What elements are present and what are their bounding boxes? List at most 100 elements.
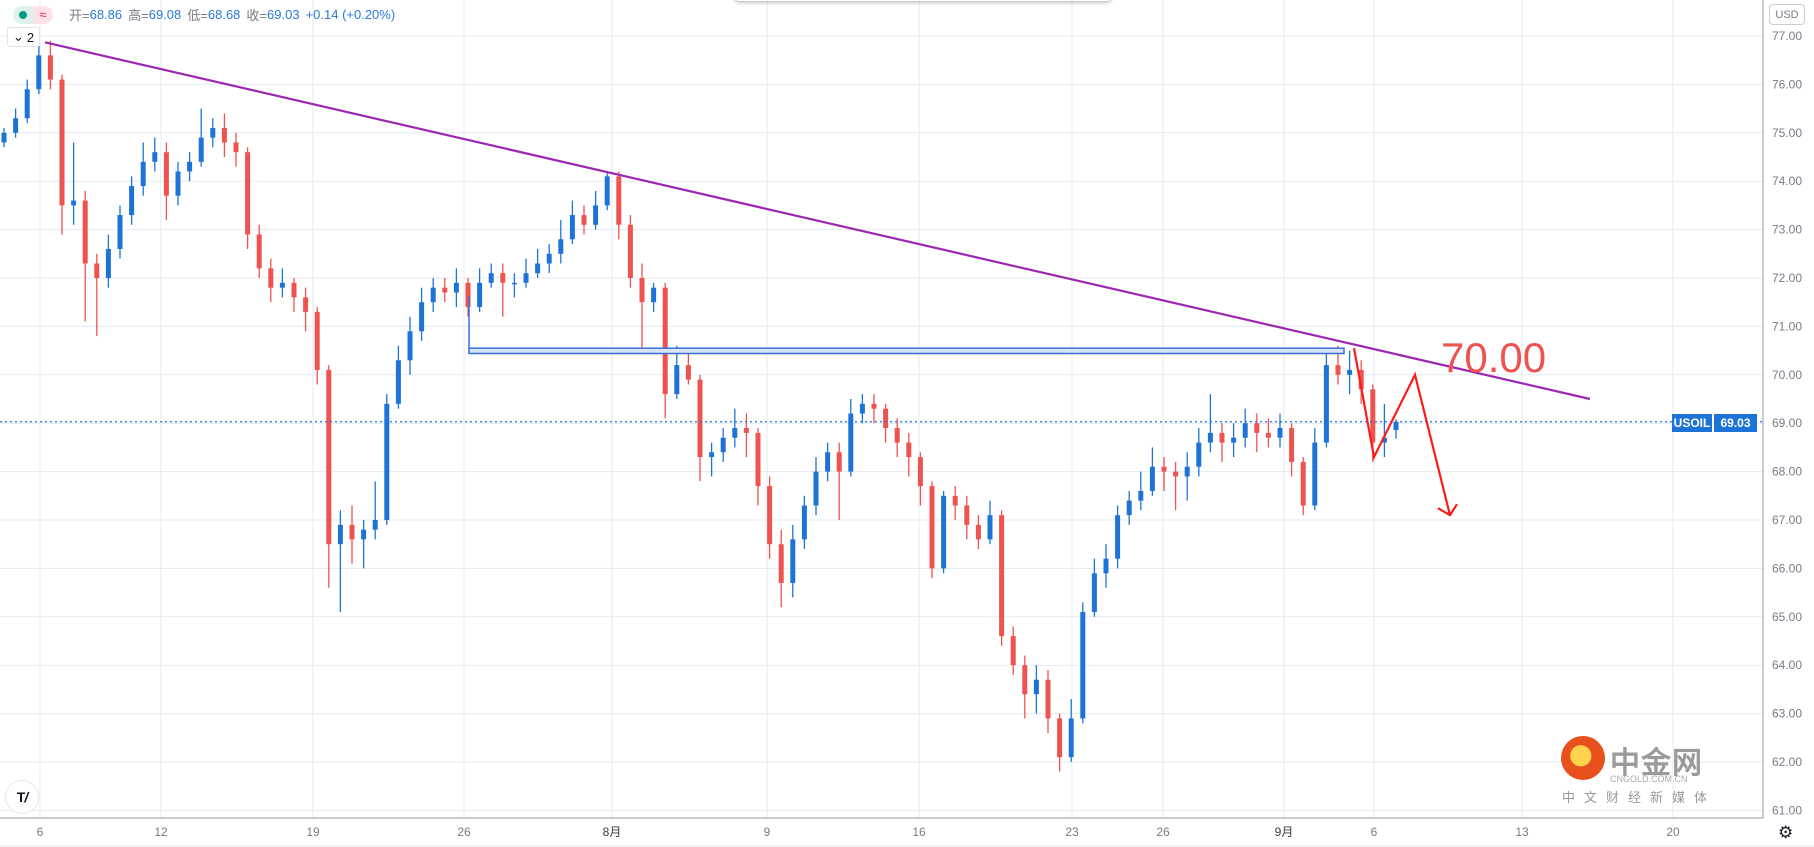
- time-tick-label: 12: [154, 825, 168, 839]
- candle: [790, 524, 796, 598]
- price-axis[interactable]: 77.00 76.00 75.00 74.00 73.00 72.00 71.00 70.00…: [1772, 29, 1802, 817]
- candle: [82, 190, 88, 322]
- candle-body: [349, 524, 355, 540]
- candle: [488, 263, 494, 288]
- support-zone-rectangle[interactable]: [468, 347, 1345, 355]
- candle-body: [59, 79, 65, 206]
- candle-body: [651, 287, 657, 303]
- candle-body: [720, 437, 726, 453]
- price-annotation[interactable]: 70.00: [1441, 334, 1547, 381]
- candle-body: [1370, 389, 1376, 443]
- candle: [1161, 457, 1167, 491]
- candle-body: [848, 413, 854, 472]
- candle: [1277, 413, 1283, 448]
- candle-body: [47, 55, 53, 80]
- candle: [140, 142, 146, 196]
- price-tick-label: 75.00: [1772, 126, 1802, 140]
- candle-body: [71, 200, 77, 206]
- price-tick-label: 67.00: [1772, 513, 1802, 527]
- time-axis[interactable]: 6 12 19 26 8月 9 16 23 26 9月 6 13 20: [37, 825, 1680, 839]
- candle-body: [674, 365, 680, 395]
- candle-body: [152, 152, 158, 162]
- ohlc-legend: ≈ 开= 68.86 高= 69.08 低= 68.68 收= 69.03 +0.14 …: [13, 5, 401, 24]
- candle-body: [395, 360, 401, 404]
- grid: [0, 0, 1763, 818]
- candle-body: [999, 515, 1005, 637]
- projection-path[interactable]: [1352, 347, 1452, 516]
- candle-body: [732, 428, 738, 438]
- candle: [1207, 394, 1213, 453]
- candle-body: [813, 471, 819, 506]
- candle-body: [975, 524, 981, 540]
- candle: [1126, 490, 1132, 525]
- currency-button[interactable]: USD: [1769, 4, 1805, 25]
- candle: [546, 244, 552, 274]
- candle-body: [639, 278, 645, 303]
- price-tick-label: 76.00: [1772, 77, 1802, 91]
- candle: [407, 316, 413, 375]
- gear-icon[interactable]: ⚙: [1778, 823, 1794, 842]
- candle-body: [1196, 442, 1202, 467]
- downtrend-line[interactable]: [44, 41, 1591, 401]
- candle-body: [1184, 466, 1190, 477]
- candle-body: [767, 486, 773, 545]
- status-pill[interactable]: ≈: [13, 5, 53, 24]
- candle: [511, 273, 517, 298]
- candle-body: [871, 403, 877, 409]
- candle-body: [361, 529, 367, 540]
- arrowhead-icon: [1437, 503, 1458, 517]
- candle: [1138, 471, 1144, 511]
- time-tick-label: 16: [912, 825, 926, 839]
- candle: [639, 263, 645, 351]
- candle-body: [1289, 428, 1295, 462]
- candle: [152, 137, 158, 172]
- time-tick-label: 19: [306, 825, 320, 839]
- candle-body: [1091, 573, 1097, 612]
- candle-body: [326, 369, 332, 545]
- candle: [581, 205, 587, 235]
- candle: [1347, 350, 1353, 395]
- price-tick-label: 64.00: [1772, 658, 1802, 672]
- candle: [13, 108, 19, 138]
- close-label: 收=: [246, 8, 268, 23]
- collapse-indicators-button[interactable]: ⌄ 2: [7, 27, 40, 47]
- candle-body: [453, 282, 459, 293]
- candle: [813, 457, 819, 516]
- candle: [883, 403, 889, 443]
- candle: [1091, 558, 1097, 617]
- candle: [372, 481, 378, 540]
- time-tick-label: 6: [37, 825, 44, 839]
- candle: [256, 224, 262, 278]
- candle: [941, 490, 947, 574]
- candle-body: [743, 428, 749, 433]
- change-value: +0.14 (+0.20%): [305, 7, 396, 22]
- candle: [36, 45, 42, 95]
- candle: [1, 127, 7, 148]
- candle-body: [581, 215, 587, 225]
- candle-body: [1393, 421, 1399, 430]
- market-open-dot-icon: [13, 5, 33, 24]
- candle-body: [13, 118, 19, 133]
- candle: [871, 394, 877, 424]
- candle: [59, 74, 65, 235]
- tradingview-logo[interactable]: T /: [5, 780, 39, 814]
- candle: [233, 132, 239, 167]
- candle-body: [1161, 466, 1167, 472]
- time-tick-label: 9月: [1275, 825, 1294, 839]
- candle: [337, 510, 343, 612]
- candle-body: [407, 331, 413, 361]
- candle: [268, 258, 274, 303]
- candle: [117, 205, 123, 259]
- candle: [1103, 544, 1109, 588]
- candle-body: [987, 515, 993, 540]
- candle: [558, 219, 564, 264]
- candle-body: [1335, 365, 1341, 375]
- candle: [361, 520, 367, 569]
- candle-body: [1010, 636, 1016, 666]
- candle: [1196, 428, 1202, 477]
- candle-body: [175, 171, 181, 196]
- open-label: 开=: [69, 8, 90, 23]
- candle: [894, 418, 900, 458]
- high-value: 69.08: [148, 7, 182, 22]
